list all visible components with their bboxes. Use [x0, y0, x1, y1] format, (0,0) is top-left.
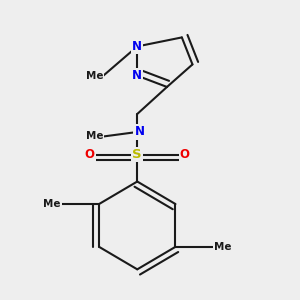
Text: N: N — [134, 125, 144, 139]
Text: N: N — [132, 69, 142, 82]
Text: S: S — [132, 148, 142, 161]
Text: O: O — [85, 148, 95, 161]
Text: O: O — [180, 148, 190, 161]
Text: Me: Me — [43, 199, 61, 209]
Text: N: N — [132, 40, 142, 53]
Text: Me: Me — [86, 71, 103, 81]
Text: Me: Me — [214, 242, 231, 252]
Text: Me: Me — [86, 131, 103, 142]
